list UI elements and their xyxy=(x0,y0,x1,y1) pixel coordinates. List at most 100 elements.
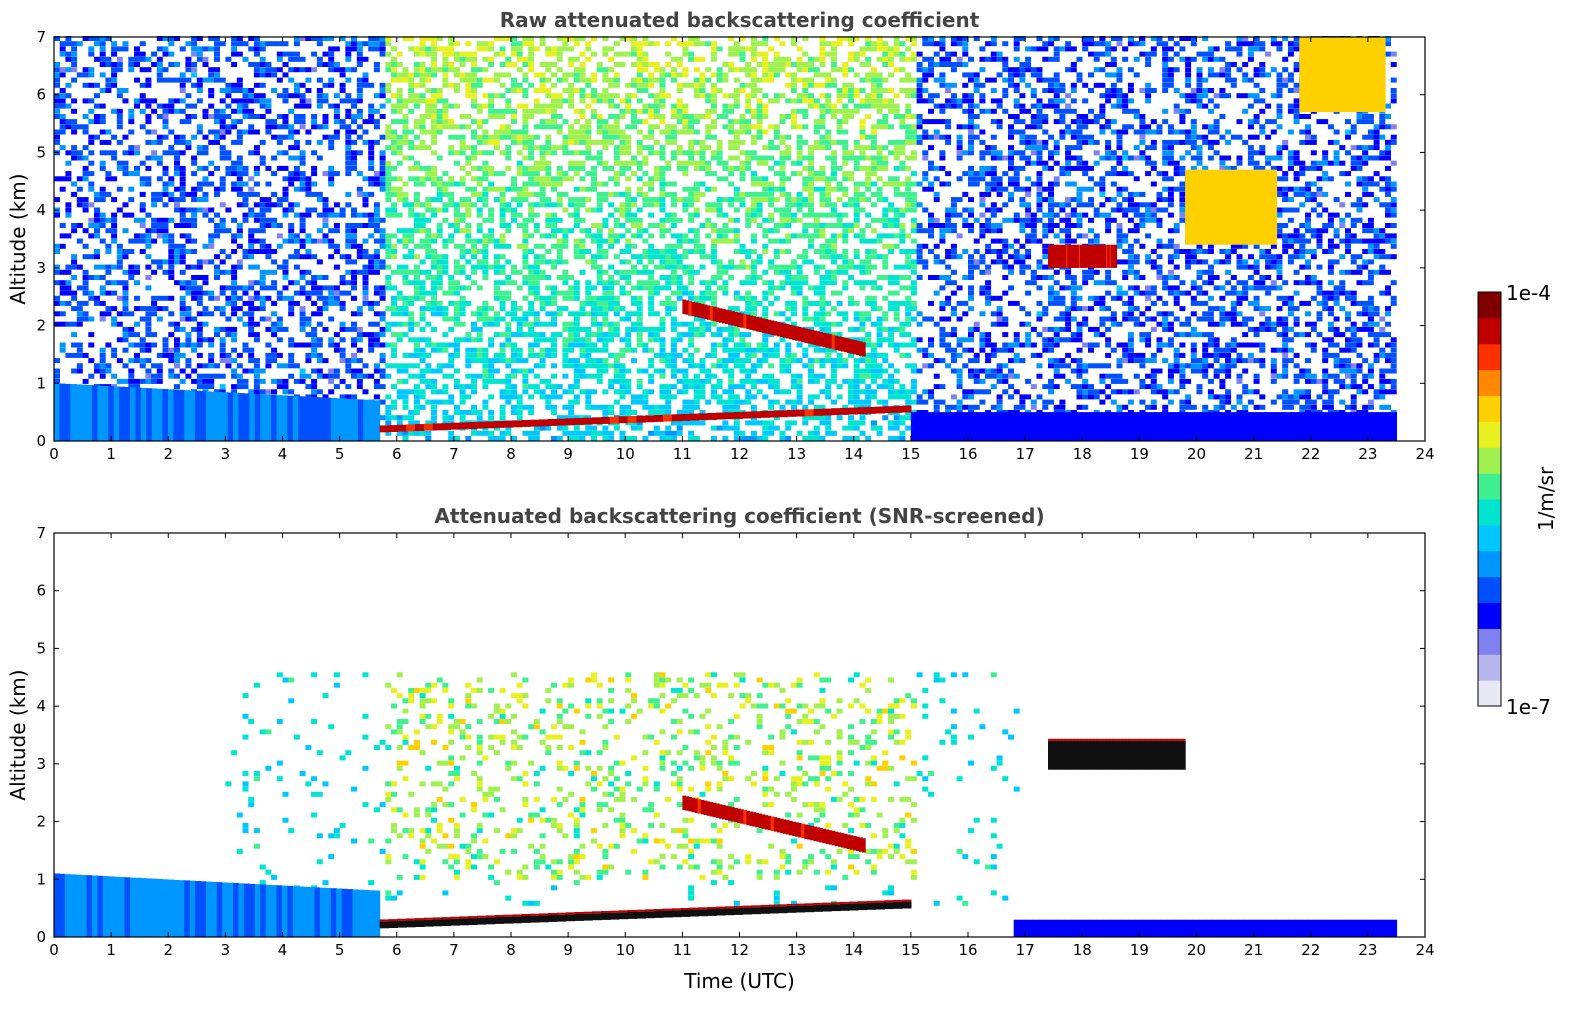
heatmap-cell xyxy=(631,217,637,223)
heatmap-cell xyxy=(162,306,169,312)
heatmap-cell xyxy=(511,134,517,140)
heatmap-cell xyxy=(265,316,272,322)
heatmap-cell xyxy=(653,93,660,99)
heatmap-cell xyxy=(191,290,198,296)
heatmap-cell xyxy=(648,363,655,369)
heatmap-cell xyxy=(373,269,380,275)
heatmap-cell xyxy=(493,269,500,275)
heatmap-cell xyxy=(608,98,615,104)
heatmap-cell xyxy=(568,228,575,234)
heatmap-cell xyxy=(431,290,437,296)
heatmap-cell xyxy=(425,420,432,426)
heatmap-cell xyxy=(276,295,283,301)
heatmap-cell xyxy=(54,93,60,99)
heatmap-cell xyxy=(465,186,472,192)
heatmap-cell xyxy=(750,51,757,57)
heatmap-cell xyxy=(699,93,706,99)
heatmap-cell xyxy=(596,243,603,249)
heatmap-cell xyxy=(208,36,215,41)
heatmap-cell xyxy=(585,404,592,410)
heatmap-cell xyxy=(448,223,455,228)
heatmap-cell xyxy=(676,420,683,426)
heatmap-cell xyxy=(111,264,118,270)
heatmap-cell xyxy=(465,197,472,203)
heatmap-cell xyxy=(585,358,592,364)
heatmap-cell xyxy=(762,342,769,348)
heatmap-cell xyxy=(653,62,660,67)
heatmap-cell xyxy=(625,238,632,244)
heatmap-cell xyxy=(499,264,506,270)
heatmap-cell xyxy=(122,285,129,291)
heatmap-cell xyxy=(745,103,752,109)
heatmap-cell xyxy=(271,321,278,327)
heatmap-cell xyxy=(545,378,552,384)
heatmap-cell xyxy=(116,186,123,192)
heatmap-cell xyxy=(425,103,432,109)
heatmap-cell xyxy=(728,337,735,343)
heatmap-cell xyxy=(145,285,152,291)
heatmap-cell xyxy=(556,228,563,234)
heatmap-cell xyxy=(688,295,695,301)
heatmap-cell xyxy=(442,124,449,130)
heatmap-cell xyxy=(670,363,677,369)
heatmap-cell xyxy=(670,342,677,348)
heatmap-cell xyxy=(551,212,557,218)
heatmap-cell xyxy=(733,264,740,270)
heatmap-cell xyxy=(362,223,369,228)
heatmap-cell xyxy=(710,228,717,234)
heatmap-cell xyxy=(71,108,78,114)
heatmap-cell xyxy=(653,430,660,436)
heatmap-cell xyxy=(682,186,689,192)
heatmap-cell xyxy=(396,150,403,156)
heatmap-cell xyxy=(482,378,489,384)
heatmap-cell xyxy=(76,238,83,244)
heatmap-cell xyxy=(551,51,557,57)
heatmap-cell xyxy=(568,46,575,52)
heatmap-cell xyxy=(282,176,289,182)
heatmap-cell xyxy=(733,352,740,358)
heatmap-cell xyxy=(716,238,723,244)
heatmap-cell xyxy=(339,358,346,364)
heatmap-cell xyxy=(465,347,472,353)
heatmap-cell xyxy=(253,165,260,171)
heatmap-cell xyxy=(505,378,512,384)
heatmap-cell xyxy=(511,384,517,390)
heatmap-cell xyxy=(231,238,238,244)
heatmap-cell xyxy=(253,62,260,67)
heatmap-cell xyxy=(585,399,592,405)
heatmap-cell xyxy=(396,88,403,93)
heatmap-cell xyxy=(248,285,255,291)
heatmap-cell xyxy=(750,88,757,93)
heatmap-cell xyxy=(562,238,569,244)
heatmap-cell xyxy=(648,358,655,364)
heatmap-cell xyxy=(99,358,106,364)
heatmap-cell xyxy=(362,72,369,78)
heatmap-cell xyxy=(505,62,512,67)
heatmap-cell xyxy=(402,264,409,270)
heatmap-cell xyxy=(648,72,655,78)
heatmap-cell xyxy=(385,264,392,270)
heatmap-cell xyxy=(716,207,723,213)
heatmap-cell xyxy=(208,358,215,364)
heatmap-cell xyxy=(693,150,700,156)
heatmap-cell xyxy=(545,295,552,301)
heatmap-cell xyxy=(145,243,152,249)
heatmap-cell xyxy=(305,342,312,348)
heatmap-cell xyxy=(282,197,289,203)
heatmap-cell xyxy=(282,72,289,78)
heatmap-cell xyxy=(299,373,306,379)
heatmap-cell xyxy=(499,51,506,57)
heatmap-cell xyxy=(459,399,466,405)
heatmap-cell xyxy=(111,77,118,83)
heatmap-cell xyxy=(214,228,220,234)
heatmap-cell xyxy=(185,145,192,151)
heatmap-cell xyxy=(265,202,272,208)
heatmap-cell xyxy=(533,98,540,104)
heatmap-cell xyxy=(174,202,180,208)
heatmap-cell xyxy=(202,145,209,151)
heatmap-cell xyxy=(339,72,346,78)
heatmap-cell xyxy=(579,326,586,332)
heatmap-cell xyxy=(333,347,340,353)
heatmap-cell xyxy=(139,82,146,88)
heatmap-cell xyxy=(659,275,666,280)
